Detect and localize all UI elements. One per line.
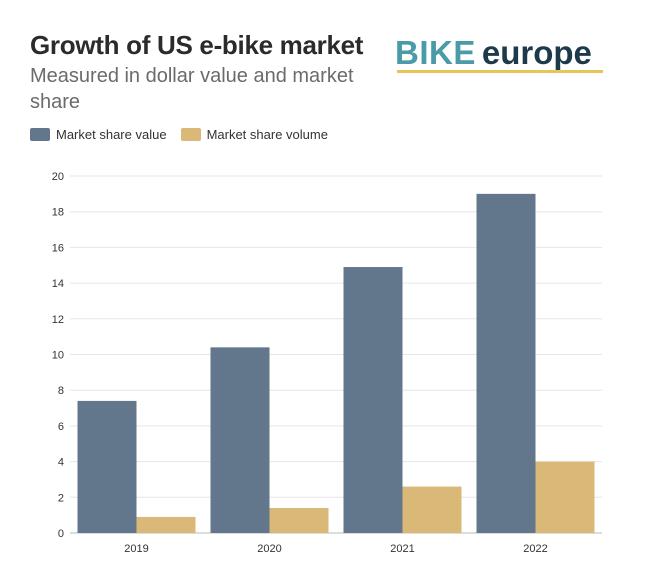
- legend-swatch-volume: [180, 128, 201, 141]
- chart-title: Growth of US e-bike market: [30, 30, 364, 60]
- bar-volume-2022: [535, 461, 595, 533]
- chart-subtitle: Measured in dollar value and market shar…: [30, 65, 354, 113]
- bar-value-2022: [476, 193, 536, 533]
- legend-label-volume: Market share volume: [206, 127, 328, 142]
- y-tick-label: 14: [52, 278, 64, 290]
- y-tick-label: 6: [58, 421, 64, 433]
- bar-volume-2019: [136, 516, 196, 533]
- x-tick-label: 2021: [390, 543, 414, 555]
- y-tick-label: 8: [58, 385, 64, 397]
- y-tick-label: 4: [58, 457, 64, 469]
- bar-value-2020: [210, 347, 270, 533]
- bar-volume-2020: [269, 508, 329, 533]
- y-tick-label: 0: [58, 528, 64, 540]
- y-tick-label: 18: [52, 207, 64, 219]
- bar-value-2021: [343, 267, 403, 533]
- x-tick-label: 2019: [124, 543, 148, 555]
- chart-legend: Market share value Market share volume: [30, 127, 342, 142]
- y-tick-label: 10: [52, 350, 64, 362]
- bar-value-2019: [77, 400, 137, 533]
- logo-text-bike: BIKE: [395, 34, 476, 71]
- y-tick-label: 16: [52, 242, 64, 254]
- bar-volume-2021: [402, 486, 462, 533]
- y-tick-label: 2: [58, 492, 64, 504]
- logo-underline: [397, 70, 603, 73]
- legend-item-value: Market share value: [30, 127, 167, 142]
- y-tick-label: 20: [52, 171, 64, 183]
- legend-item-volume: Market share volume: [180, 127, 328, 142]
- logo-text-europe: europe: [481, 34, 592, 71]
- legend-swatch-value: [30, 128, 50, 141]
- legend-label-value: Market share value: [56, 127, 167, 142]
- bike-europe-logo: BIKE europe: [395, 34, 592, 74]
- x-tick-label: 2020: [257, 543, 281, 555]
- x-tick-label: 2022: [523, 543, 547, 555]
- y-tick-label: 12: [52, 314, 64, 326]
